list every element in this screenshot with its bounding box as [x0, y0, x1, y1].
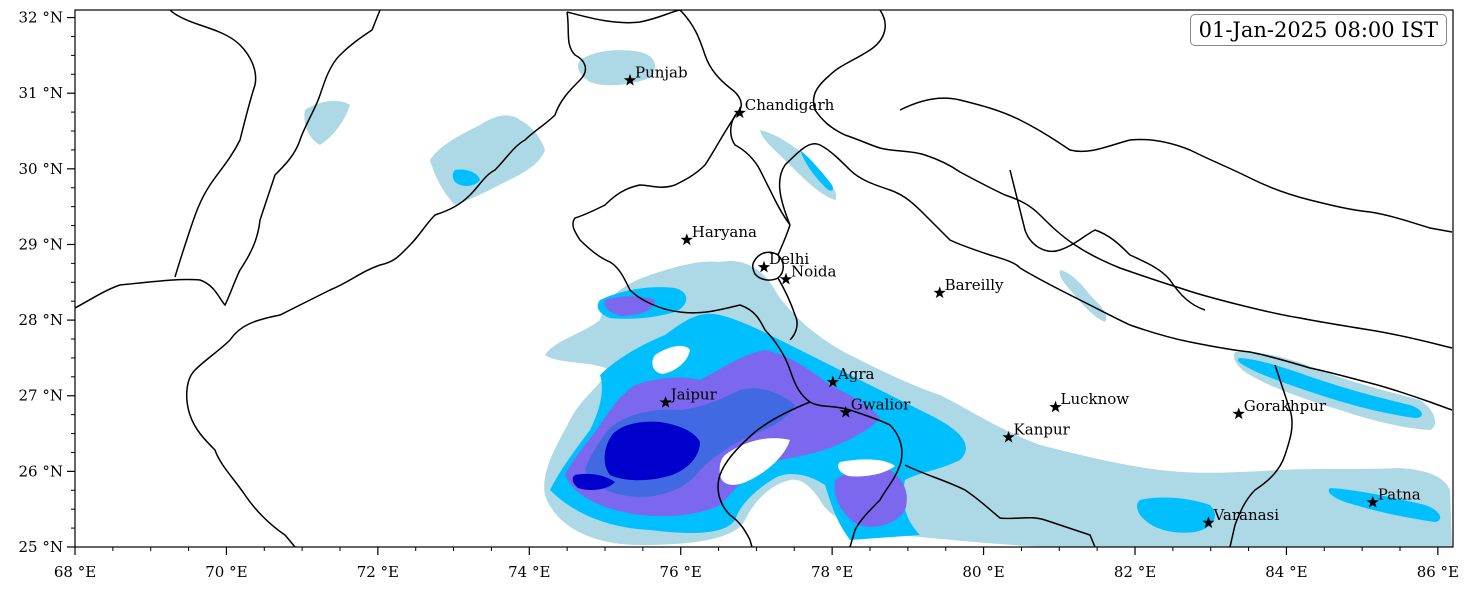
city-star-icon — [1366, 495, 1379, 508]
axis-ticks: 68 °E 70 °E 72 °E 74 °E 76 °E 78 °E 80 °E 82 °E… — [19, 9, 1459, 581]
city-star-icon — [1202, 516, 1215, 529]
border-afghanistan — [75, 10, 381, 309]
rain-region-medium — [800, 150, 833, 191]
city-star-icon — [680, 233, 693, 246]
rain-region-medium — [1237, 358, 1422, 418]
rain-region-heavy — [834, 468, 907, 527]
city-star-icon — [623, 73, 637, 86]
city-star-icon — [839, 405, 852, 418]
x-tick-label: 76 °E — [660, 563, 702, 581]
city-label: Noida — [791, 262, 837, 280]
border-haryana-up — [777, 224, 798, 341]
rain-region-medium — [1328, 488, 1441, 522]
city-label: Varanasi — [1212, 506, 1279, 524]
border-nepal-south — [1019, 267, 1453, 411]
x-tick-label: 72 °E — [357, 563, 399, 581]
precipitation-layer — [304, 50, 1452, 547]
border-north — [566, 10, 681, 24]
city-label: Delhi — [769, 250, 809, 268]
border-nepal-north — [812, 10, 1453, 349]
rain-region-extreme — [572, 473, 615, 490]
x-tick-label: 68 °E — [54, 563, 96, 581]
rain-region-medium — [452, 169, 480, 186]
city-star-icon — [1049, 400, 1062, 413]
border-rajasthan-south — [717, 401, 811, 547]
city-label: Patna — [1378, 485, 1421, 503]
city-star-icon — [1232, 407, 1245, 420]
rain-region-light — [1059, 270, 1107, 322]
border-up-mp — [904, 464, 1096, 547]
y-tick-label: 26 °N — [19, 462, 63, 480]
city-star-icon — [1002, 430, 1015, 443]
city-label: Punjab — [635, 63, 688, 81]
rain-region-heavy — [604, 296, 655, 316]
city-star-icon — [779, 272, 793, 285]
y-tick-label: 27 °N — [19, 387, 63, 405]
y-tick-label: 25 °N — [19, 538, 63, 556]
rain-region-extreme — [604, 421, 700, 481]
x-tick-label: 74 °E — [508, 563, 550, 581]
city-label: Gorakhpur — [1244, 397, 1327, 415]
border-himachal — [679, 10, 791, 226]
city-label: Agra — [837, 365, 875, 383]
y-tick-label: 29 °N — [19, 235, 63, 253]
border-uttarakhand — [778, 143, 1021, 269]
y-tick-label: 28 °N — [19, 311, 63, 329]
city-label: Lucknow — [1061, 390, 1130, 408]
rain-region-light — [578, 50, 656, 86]
political-borders — [75, 10, 1453, 547]
y-tick-label: 30 °N — [19, 160, 63, 178]
y-tick-label: 32 °N — [19, 9, 63, 27]
x-tick-label: 86 °E — [1417, 563, 1459, 581]
x-tick-label: 82 °E — [1114, 563, 1156, 581]
city-label: Kanpur — [1014, 420, 1071, 438]
city-star-icon — [659, 396, 672, 408]
city-star-icon — [826, 375, 840, 388]
x-tick-label: 84 °E — [1265, 563, 1307, 581]
rain-region-light — [304, 100, 350, 145]
x-tick-label: 80 °E — [962, 563, 1004, 581]
timestamp-label: 01-Jan-2025 08:00 IST — [1189, 14, 1447, 46]
x-tick-label: 70 °E — [205, 563, 247, 581]
border-up-bihar — [1229, 364, 1293, 547]
city-label: Jaipur — [669, 386, 718, 404]
city-label: Gwalior — [851, 395, 911, 413]
city-star-icon — [733, 106, 746, 119]
city-label: Bareilly — [945, 276, 1004, 294]
border-punjab-haryana — [572, 111, 739, 313]
rain-gap — [652, 345, 690, 374]
border-rajasthan-mp — [679, 304, 903, 547]
city-star-icon — [757, 260, 771, 273]
city-star-icon — [933, 286, 946, 299]
border-pak-balochistan — [169, 10, 257, 278]
rain-gap — [838, 459, 895, 477]
border-tibet — [899, 97, 1453, 233]
rain-region-medium — [1137, 497, 1215, 533]
border-pak-india — [185, 11, 587, 547]
city-label: Haryana — [692, 223, 757, 241]
y-tick-label: 31 °N — [19, 84, 63, 102]
rain-region-light — [760, 130, 837, 200]
map-frame — [74, 9, 1454, 548]
city-label: Chandigarh — [745, 96, 835, 114]
x-tick-label: 78 °E — [811, 563, 853, 581]
border-tibet-inner — [1009, 169, 1206, 311]
rain-region-light — [430, 115, 545, 205]
